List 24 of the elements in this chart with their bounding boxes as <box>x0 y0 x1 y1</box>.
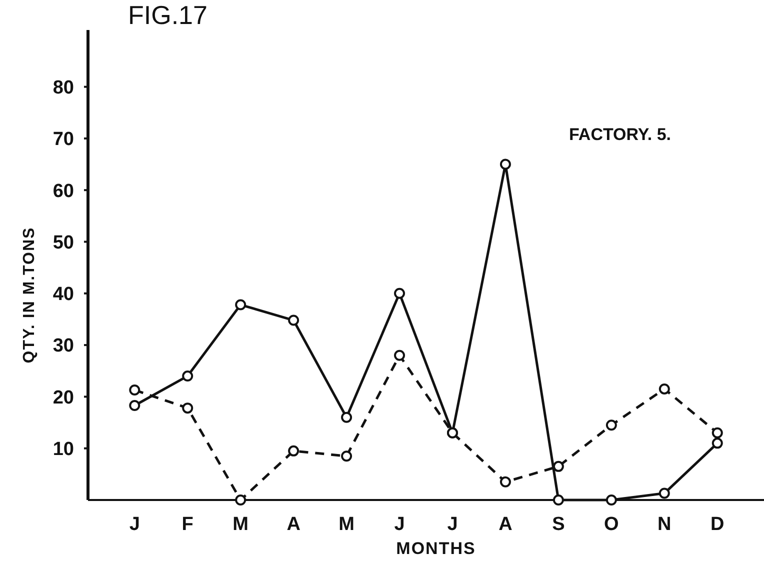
y-tick-label: 40 <box>52 284 74 306</box>
x-tick-label: J <box>394 514 405 535</box>
chart-title: FIG.17 <box>128 0 208 30</box>
y-tick-label: 50 <box>52 232 74 254</box>
x-tick-label: M <box>232 514 248 535</box>
x-tick-label: A <box>498 514 513 535</box>
x-tick-label: M <box>338 514 354 535</box>
y-tick-label: 20 <box>52 387 74 408</box>
x-tick-label: J <box>129 514 140 535</box>
y-tick-label: 70 <box>52 129 74 150</box>
y-tick-label: 60 <box>52 180 74 202</box>
y-tick-label: 10 <box>52 439 74 460</box>
x-tick-label: A <box>286 514 301 535</box>
x-tick-label: J <box>447 514 458 535</box>
x-tick-label: D <box>710 514 724 535</box>
x-axis-title: MONTHS <box>396 539 476 558</box>
x-tick-label: F <box>182 514 194 535</box>
x-tick-label: N <box>658 514 672 535</box>
x-tick-label: S <box>552 514 565 535</box>
y-tick-label: 30 <box>52 336 74 357</box>
y-tick-label: 80 <box>52 77 74 98</box>
x-tick-label: O <box>604 514 619 535</box>
y-axis-title: QTY. IN M.TONS <box>21 226 38 364</box>
annotation: FACTORY. 5. <box>568 125 672 144</box>
